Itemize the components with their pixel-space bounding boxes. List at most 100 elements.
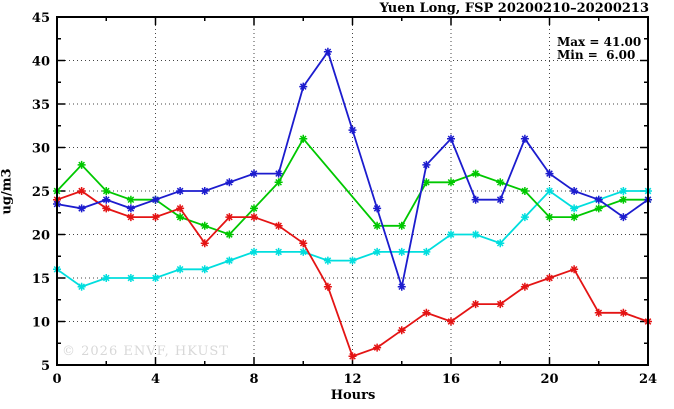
marker-cyan-line [447,230,455,239]
marker-blue-line [176,187,185,195]
marker-green-line [520,187,529,195]
marker-green-line [447,178,455,187]
marker-cyan-line [323,256,332,265]
marker-red-line [496,300,505,309]
marker-red-line [520,282,529,291]
marker-cyan-line [496,239,505,248]
marker-blue-line [250,169,258,178]
marker-cyan-line [348,256,357,265]
marker-blue-line [151,195,160,204]
marker-red-line [225,213,234,222]
marker-green-line [200,221,209,230]
marker-blue-line [397,282,406,291]
marker-red-line [176,204,185,213]
y-tick-label: 45 [32,11,50,26]
marker-blue-line [299,82,308,91]
marker-blue-line [570,187,579,195]
y-tick-label: 30 [32,142,50,157]
marker-green-line [176,213,185,222]
y-tick-label: 35 [32,98,50,113]
x-tick-label: 8 [249,372,258,387]
marker-blue-line [348,126,357,135]
x-axis-label: Hours [330,388,376,403]
marker-blue-line [225,178,234,187]
marker-cyan-line [176,265,185,274]
marker-green-line [496,178,505,187]
y-tick-label: 20 [32,229,50,244]
watermark-text: © 2026 ENVF, HKUST [62,344,229,359]
marker-blue-line [619,213,628,222]
marker-cyan-line [77,282,86,291]
marker-green-line [126,195,135,204]
marker-red-line [299,239,308,248]
marker-blue-line [102,195,111,204]
marker-green-line [250,204,258,213]
marker-blue-line [471,195,480,204]
x-tick-label: 12 [343,372,361,387]
marker-blue-line [545,169,554,178]
marker-green-line [545,213,554,222]
marker-green-line [422,178,431,187]
marker-green-line [225,230,234,239]
marker-blue-line [77,204,86,213]
marker-red-line [102,204,111,213]
x-tick-label: 20 [540,372,558,387]
marker-cyan-line [200,265,209,274]
y-tick-label: 25 [32,185,50,200]
marker-cyan-line [619,187,628,195]
marker-red-line [77,187,86,195]
marker-cyan-line [151,274,160,282]
marker-blue-line [594,195,603,204]
marker-cyan-line [520,213,529,222]
marker-blue-line [422,160,431,169]
marker-red-line [447,317,455,326]
y-tick-label: 10 [32,316,50,331]
marker-cyan-line [545,187,554,195]
x-tick-label: 24 [639,372,657,387]
marker-red-line [619,308,628,317]
marker-blue-line [496,195,505,204]
plot-frame [56,16,649,366]
marker-green-line [570,213,579,222]
marker-cyan-line [250,247,258,256]
marker-cyan-line [422,247,431,256]
marker-green-line [397,221,406,230]
marker-red-line [126,213,135,222]
marker-cyan-line [373,247,382,256]
marker-green-line [594,204,603,213]
marker-green-line [373,221,382,230]
y-axis-label: ug/m3 [0,168,15,215]
y-tick-label: 15 [32,272,50,287]
marker-blue-line [274,169,283,178]
x-tick-label: 16 [442,372,460,387]
y-tick-label: 5 [41,359,50,374]
marker-green-line [77,160,86,169]
stats-box: Max = 41.00 Min = 6.00 [557,36,641,62]
marker-red-line [471,300,480,309]
marker-red-line [274,221,283,230]
marker-cyan-line [274,247,283,256]
chart-title: Yuen Long, FSP 20200210–20200213 [379,1,649,16]
x-tick-label: 0 [52,372,61,387]
marker-red-line [323,282,332,291]
marker-red-line [151,213,160,222]
stat-min: Min = 6.00 [557,48,636,62]
marker-red-line [545,274,554,282]
marker-blue-line [447,134,455,143]
marker-red-line [422,308,431,317]
marker-blue-line [323,47,332,56]
marker-blue-line [373,204,382,213]
marker-cyan-line [471,230,480,239]
marker-red-line [200,239,209,248]
marker-cyan-line [299,247,308,256]
marker-cyan-line [225,256,234,265]
marker-green-line [102,187,111,195]
marker-blue-line [520,134,529,143]
marker-green-line [299,134,308,143]
marker-blue-line [200,187,209,195]
marker-red-line [250,213,258,222]
marker-red-line [397,326,406,335]
marker-red-line [570,265,579,274]
